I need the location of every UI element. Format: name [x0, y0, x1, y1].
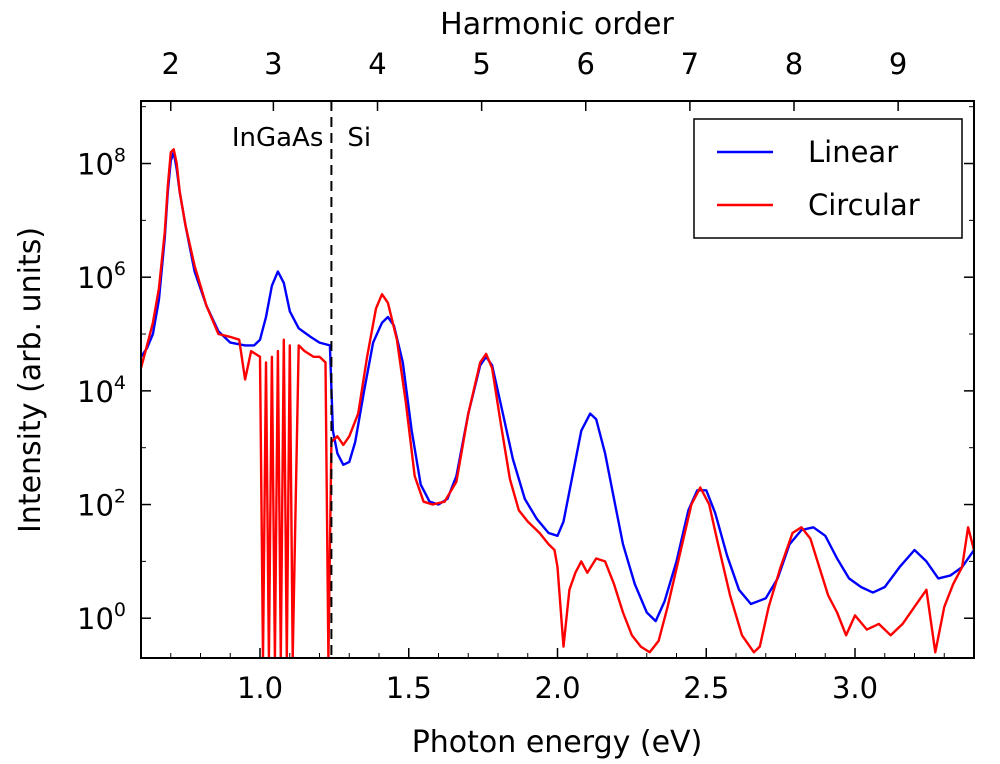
y-tick-label: 100	[77, 599, 126, 636]
legend-box	[693, 118, 963, 239]
region-label-si: Si	[347, 123, 371, 153]
x-tick-label: 1.0	[237, 671, 283, 705]
x-tick-label: 2.0	[534, 671, 580, 705]
top-tick-label: 3	[264, 47, 282, 81]
top-tick-label: 4	[368, 47, 386, 81]
top-tick-label: 7	[681, 47, 699, 81]
top-tick-label: 2	[162, 47, 180, 81]
legend-label-circular: Circular	[808, 188, 920, 222]
ticks-layer: 1.0 1.5 2.0 2.5 3.0 2 3 4 5 6 7 8 9 100 102 104 106 108	[77, 47, 974, 705]
x-tick-label: 3.0	[832, 671, 878, 705]
top-tick-label: 5	[472, 47, 490, 81]
x-axis-title: Photon energy (eV)	[412, 725, 703, 760]
series-layer	[141, 148, 974, 658]
y-tick-label: 108	[77, 145, 126, 182]
legend: Linear Circular	[693, 118, 963, 239]
x-tick-label: 2.5	[683, 671, 729, 705]
top-tick-label: 8	[785, 47, 803, 81]
region-label-layer: InGaAs Si	[232, 123, 371, 153]
y-axis-title: Intensity (arb. units)	[13, 227, 48, 533]
region-label-ingaas: InGaAs	[232, 123, 324, 153]
y-tick-label: 106	[77, 258, 126, 295]
series-line-circular	[141, 148, 974, 658]
top-tick-label: 6	[577, 47, 595, 81]
y-tick-label: 102	[77, 486, 126, 523]
y-tick-label: 104	[77, 372, 126, 409]
top-axis-title: Harmonic order	[440, 7, 674, 42]
x-tick-label: 1.5	[386, 671, 432, 705]
top-tick-label: 9	[889, 47, 907, 81]
legend-label-linear: Linear	[808, 135, 898, 169]
